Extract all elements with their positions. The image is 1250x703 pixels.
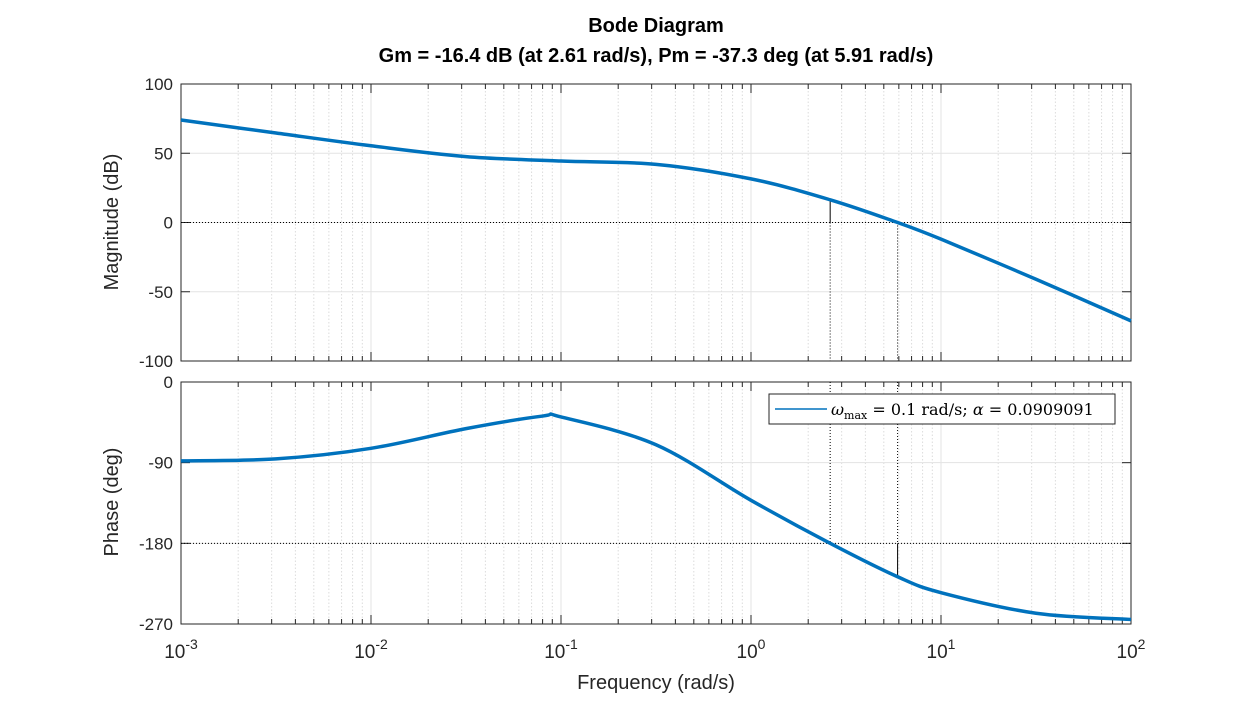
xtick-label: 10-2 <box>354 636 388 663</box>
phase-ytick-label: -180 <box>139 534 173 553</box>
phase-series-line <box>180 412 1132 622</box>
magnitude-ytick-label: 50 <box>154 144 173 163</box>
frequency-xlabel: Frequency (rad/s) <box>577 672 735 694</box>
legend-entry-label: ωmax = 0.1 rad/s; α = 0.0909091 <box>831 400 1094 422</box>
chart-title: Bode Diagram <box>588 15 724 37</box>
xtick-label: 102 <box>1117 636 1146 663</box>
phase-ylabel: Phase (deg) <box>101 448 123 557</box>
phase-ytick-label: 0 <box>164 373 173 392</box>
phase-ytick-label: -90 <box>148 454 173 473</box>
xtick-label: 10-3 <box>164 636 198 663</box>
legend: ωmax = 0.1 rad/s; α = 0.0909091 <box>768 393 1116 425</box>
magnitude-ytick-label: -100 <box>139 352 173 371</box>
phase-ytick-label: -270 <box>139 615 173 634</box>
magnitude-ytick-label: 0 <box>164 214 173 233</box>
xtick-label: 10-1 <box>544 636 578 663</box>
magnitude-ytick-label: -50 <box>148 283 173 302</box>
phase-axes-box <box>180 381 1132 625</box>
magnitude-panel: 100 50 0 -50 -100 <box>139 75 1132 371</box>
magnitude-ytick-label: 100 <box>145 75 173 94</box>
magnitude-ylabel: Magnitude (dB) <box>101 154 123 291</box>
magnitude-series-line <box>180 118 1132 323</box>
xtick-label: 101 <box>927 636 956 663</box>
phase-panel: 0 -90 -180 -270 10-3 10-2 10-1 100 101 102 <box>139 373 1146 663</box>
xtick-label: 100 <box>737 636 766 663</box>
chart-subtitle: Gm = -16.4 dB (at 2.61 rad/s), Pm = -37.… <box>379 45 934 67</box>
